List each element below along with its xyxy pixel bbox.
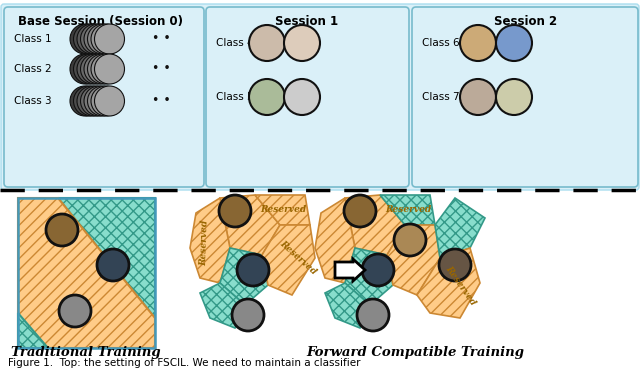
Polygon shape — [387, 225, 440, 295]
Circle shape — [70, 24, 100, 54]
Text: Reserved: Reserved — [443, 264, 477, 307]
Circle shape — [496, 25, 532, 61]
Text: Class 1: Class 1 — [14, 34, 52, 44]
Circle shape — [97, 249, 129, 281]
Circle shape — [249, 25, 285, 61]
Polygon shape — [325, 283, 370, 328]
Text: Session 1: Session 1 — [275, 15, 339, 28]
Circle shape — [84, 54, 114, 84]
Circle shape — [439, 249, 471, 281]
Text: Session 2: Session 2 — [495, 15, 557, 28]
Circle shape — [77, 86, 107, 116]
Circle shape — [81, 24, 111, 54]
Text: Class 7: Class 7 — [422, 92, 460, 102]
Circle shape — [91, 24, 121, 54]
Circle shape — [284, 79, 320, 115]
Polygon shape — [190, 198, 230, 283]
Circle shape — [59, 295, 91, 327]
Circle shape — [77, 54, 107, 84]
Polygon shape — [315, 198, 355, 283]
Circle shape — [95, 54, 125, 84]
Text: Class 3: Class 3 — [14, 96, 52, 106]
Circle shape — [84, 86, 114, 116]
Polygon shape — [435, 198, 485, 258]
Circle shape — [460, 25, 496, 61]
Circle shape — [74, 54, 104, 84]
Circle shape — [88, 54, 118, 84]
Text: Class 6: Class 6 — [422, 38, 460, 48]
Circle shape — [70, 54, 100, 84]
Circle shape — [284, 25, 320, 61]
Circle shape — [219, 195, 251, 227]
Circle shape — [84, 24, 114, 54]
Circle shape — [74, 24, 104, 54]
Polygon shape — [18, 198, 155, 348]
Circle shape — [91, 54, 121, 84]
Polygon shape — [345, 195, 405, 255]
Circle shape — [232, 299, 264, 331]
Bar — [18, 198, 155, 348]
FancyBboxPatch shape — [4, 7, 204, 187]
Polygon shape — [18, 313, 48, 348]
Circle shape — [70, 86, 100, 116]
FancyArrow shape — [335, 259, 365, 281]
Circle shape — [74, 86, 104, 116]
Text: Class 5: Class 5 — [216, 92, 253, 102]
Polygon shape — [380, 195, 435, 225]
Text: Reserved: Reserved — [278, 239, 318, 277]
Circle shape — [496, 79, 532, 115]
Circle shape — [95, 86, 125, 116]
Polygon shape — [220, 248, 268, 305]
Circle shape — [460, 79, 496, 115]
FancyBboxPatch shape — [1, 4, 639, 190]
Circle shape — [249, 79, 285, 115]
Circle shape — [95, 24, 125, 54]
Polygon shape — [255, 195, 310, 225]
Text: Traditional Training: Traditional Training — [11, 346, 161, 359]
Polygon shape — [58, 198, 155, 318]
Text: Reserved: Reserved — [200, 220, 211, 266]
Text: Figure 1.  Top: the setting of FSCIL. We need to maintain a classifier: Figure 1. Top: the setting of FSCIL. We … — [8, 358, 360, 368]
Polygon shape — [417, 248, 480, 318]
Circle shape — [81, 86, 111, 116]
Circle shape — [362, 254, 394, 286]
Text: Reserved: Reserved — [260, 206, 306, 214]
Circle shape — [237, 254, 269, 286]
Polygon shape — [345, 248, 393, 305]
Circle shape — [88, 86, 118, 116]
Text: Class 2: Class 2 — [14, 64, 52, 74]
Circle shape — [77, 24, 107, 54]
Circle shape — [357, 299, 389, 331]
Text: Reserved: Reserved — [385, 206, 431, 214]
Circle shape — [46, 214, 78, 246]
FancyBboxPatch shape — [412, 7, 638, 187]
Circle shape — [91, 86, 121, 116]
Text: Base Session (Session 0): Base Session (Session 0) — [18, 15, 183, 28]
Text: • •: • • — [152, 32, 171, 46]
Polygon shape — [220, 195, 280, 255]
Circle shape — [394, 224, 426, 256]
Text: • •: • • — [152, 63, 171, 75]
Polygon shape — [200, 283, 245, 328]
Text: Class 4: Class 4 — [216, 38, 253, 48]
Circle shape — [344, 195, 376, 227]
FancyBboxPatch shape — [206, 7, 409, 187]
Circle shape — [81, 54, 111, 84]
Polygon shape — [262, 225, 315, 295]
Text: • •: • • — [152, 94, 171, 107]
Circle shape — [88, 24, 118, 54]
Text: Forward Compatible Training: Forward Compatible Training — [306, 346, 524, 359]
